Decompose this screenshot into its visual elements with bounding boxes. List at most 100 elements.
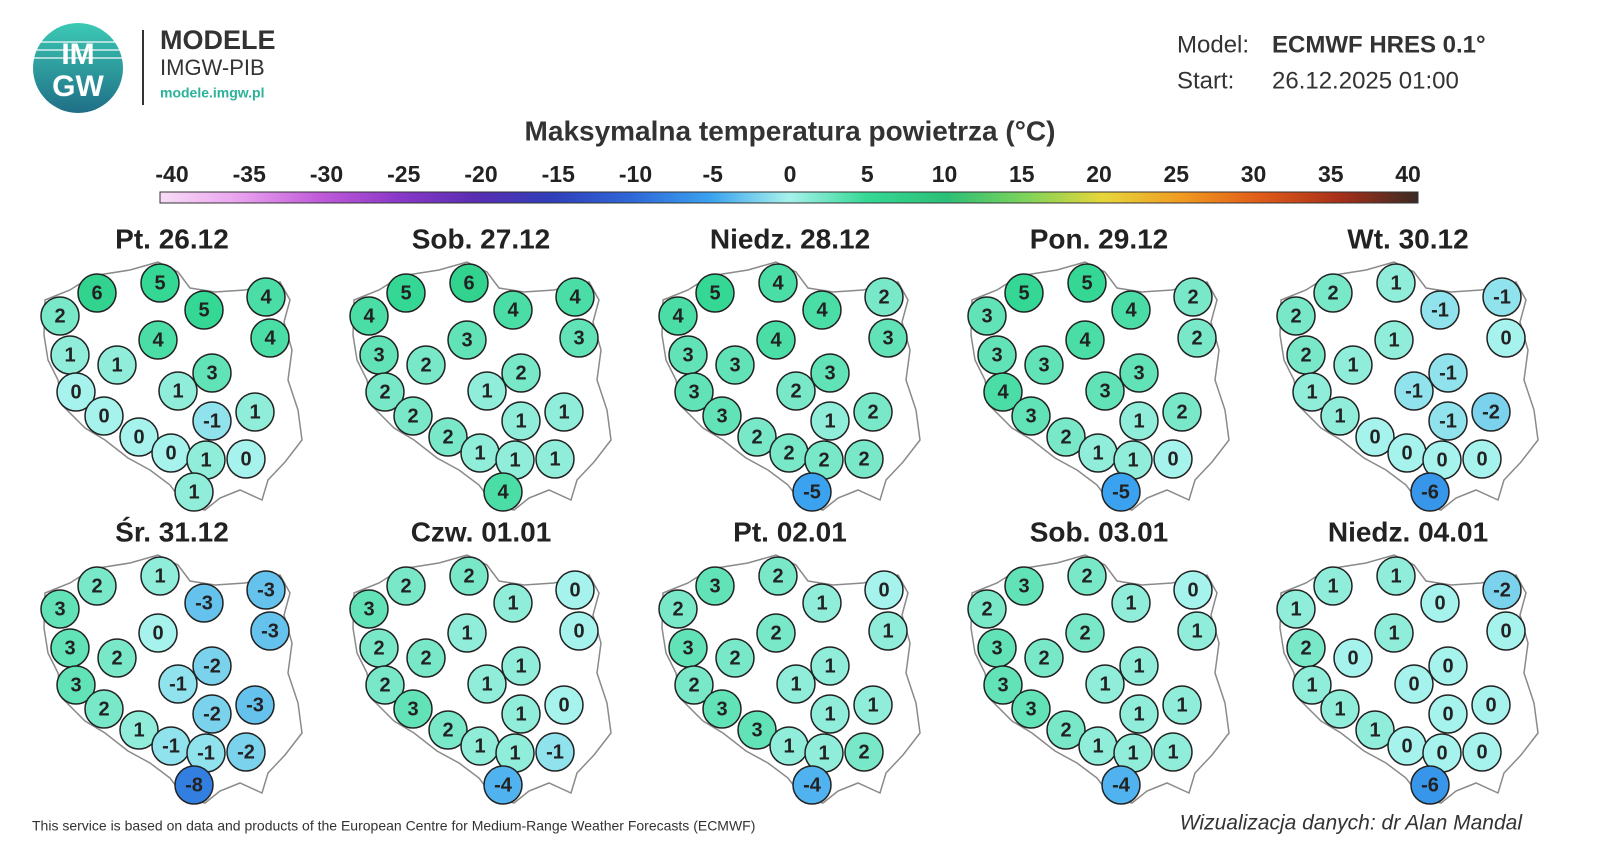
- temp-marker: [853, 685, 893, 725]
- temp-value: 1: [783, 735, 794, 757]
- temp-value: 4: [672, 305, 684, 327]
- temp-value: 0: [1436, 449, 1447, 471]
- temp-marker: [1162, 392, 1202, 432]
- temp-value: 2: [729, 647, 740, 669]
- temp-value: 4: [260, 286, 272, 308]
- temp-marker: [1162, 685, 1202, 725]
- temp-marker: [235, 685, 275, 725]
- temp-marker: [40, 296, 80, 336]
- temp-marker: [428, 710, 468, 750]
- temp-value: 4: [264, 327, 276, 349]
- temp-value: 4: [363, 305, 375, 327]
- temp-marker: [1085, 664, 1125, 704]
- temp-marker: [1410, 765, 1450, 805]
- temp-marker: [140, 556, 180, 596]
- temp-marker: [1111, 583, 1151, 623]
- temp-marker: [1046, 417, 1086, 457]
- temp-value: 2: [373, 637, 384, 659]
- temp-value: 3: [682, 637, 693, 659]
- colorbar-tick-label: 5: [861, 161, 874, 187]
- temp-marker: [756, 613, 796, 653]
- temp-value: 1: [1290, 598, 1301, 620]
- temp-marker: [1376, 263, 1416, 303]
- temp-value: -2: [203, 703, 221, 725]
- temp-marker: [56, 665, 96, 705]
- temp-value: 2: [1176, 401, 1187, 423]
- url: modele.imgw.pl: [160, 85, 265, 101]
- temp-value: 3: [751, 719, 762, 741]
- panel-title: Sob. 27.12: [412, 223, 551, 254]
- temp-marker: [1292, 372, 1332, 412]
- temp-marker: [535, 439, 575, 479]
- temp-value: 1: [515, 410, 526, 432]
- temp-value: 1: [481, 673, 492, 695]
- temp-value: -1: [546, 741, 564, 763]
- start-label: Start:: [1177, 67, 1234, 94]
- temp-value: 0: [1347, 647, 1358, 669]
- temp-marker: [349, 589, 389, 629]
- temp-value: 2: [770, 622, 781, 644]
- temp-marker: [1065, 320, 1105, 360]
- temp-value: 0: [878, 579, 889, 601]
- temp-marker: [1486, 318, 1526, 358]
- brand: MODELE: [160, 25, 276, 55]
- temp-value: 3: [997, 674, 1008, 696]
- temp-value: 0: [133, 426, 144, 448]
- temp-marker: [1394, 664, 1434, 704]
- colorbar-tick-label: -25: [387, 161, 420, 187]
- temp-value: 1: [1127, 742, 1138, 764]
- temp-marker: [844, 732, 884, 772]
- temp-value: 2: [420, 647, 431, 669]
- temp-marker: [702, 689, 742, 729]
- temp-value: -6: [1421, 774, 1439, 796]
- temp-marker: [802, 290, 842, 330]
- temp-value: 2: [867, 401, 878, 423]
- temp-value: 3: [373, 344, 384, 366]
- temp-value: 5: [1081, 272, 1092, 294]
- temp-marker: [1428, 694, 1468, 734]
- temp-value: 2: [818, 449, 829, 471]
- temp-marker: [1355, 417, 1395, 457]
- temp-value: 1: [867, 694, 878, 716]
- colorbar-tick-label: 0: [784, 161, 797, 187]
- temp-value: 2: [98, 698, 109, 720]
- temp-marker: [1177, 611, 1217, 651]
- temp-value: -5: [1112, 481, 1130, 503]
- temp-value: -3: [246, 694, 264, 716]
- temp-marker: [1004, 566, 1044, 606]
- temp-marker: [138, 613, 178, 653]
- temp-value: 4: [816, 299, 828, 321]
- temp-value: 4: [1125, 299, 1137, 321]
- temp-value: 0: [165, 442, 176, 464]
- temp-value: 2: [111, 647, 122, 669]
- logo-text: GW: [52, 70, 104, 103]
- temp-value: 0: [1442, 655, 1453, 677]
- temp-marker: [97, 345, 137, 385]
- temp-value: 1: [1092, 442, 1103, 464]
- temp-marker: [1486, 611, 1526, 651]
- temp-marker: [140, 263, 180, 303]
- temp-value: 3: [1025, 698, 1036, 720]
- temp-value: 1: [824, 410, 835, 432]
- temp-marker: [1067, 556, 1107, 596]
- temp-value: 1: [481, 380, 492, 402]
- title: Maksymalna temperatura powietrza (°C): [525, 115, 1056, 146]
- temp-value: 2: [1300, 637, 1311, 659]
- temp-marker: [737, 710, 777, 750]
- temp-value: 2: [1060, 719, 1071, 741]
- temp-value: 2: [400, 575, 411, 597]
- temp-value: 1: [461, 622, 472, 644]
- colorbar-tick-label: -5: [703, 161, 724, 187]
- temp-marker: [184, 290, 224, 330]
- temp-value: 0: [240, 448, 251, 470]
- temp-marker: [40, 589, 80, 629]
- panel-title: Niedz. 04.01: [1328, 516, 1488, 547]
- temp-marker: [119, 710, 159, 750]
- temp-value: -3: [257, 579, 275, 601]
- temp-value: 2: [790, 380, 801, 402]
- temp-value: -1: [203, 410, 221, 432]
- temp-marker: [967, 589, 1007, 629]
- temp-value: -1: [162, 735, 180, 757]
- temp-value: 1: [133, 719, 144, 741]
